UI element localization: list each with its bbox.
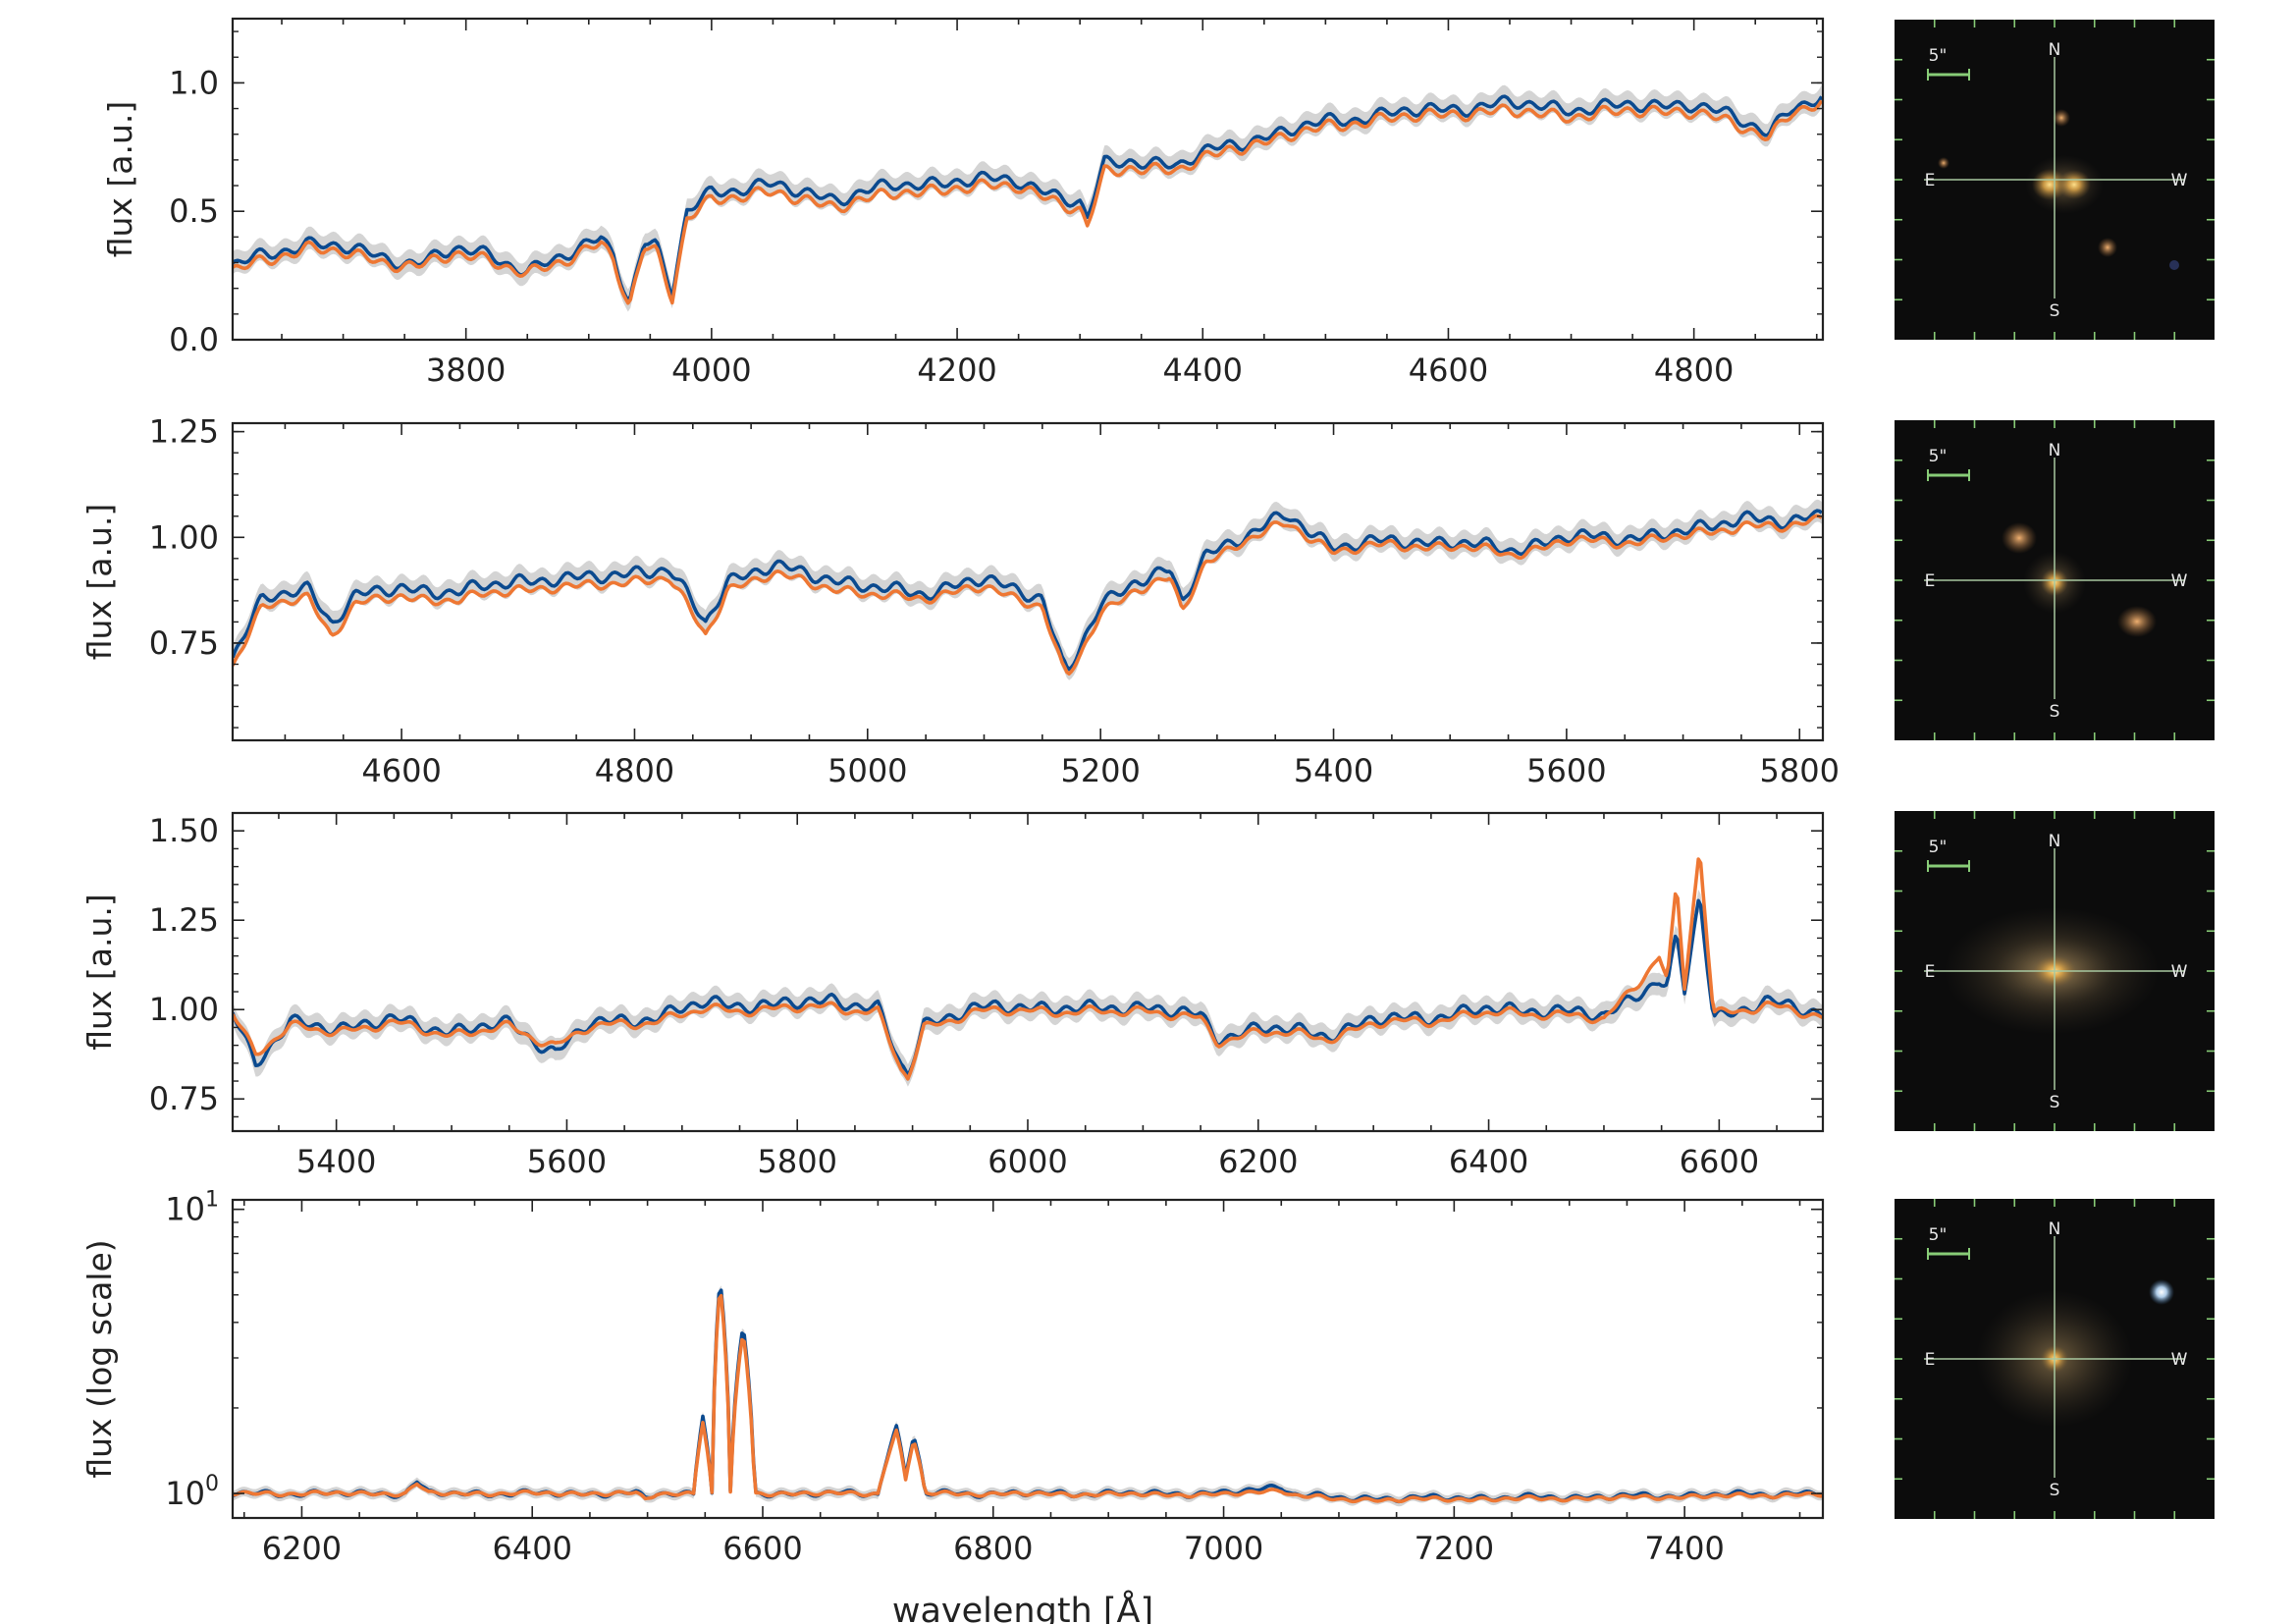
compass-west-label: W bbox=[2171, 962, 2188, 982]
y-tick-exponent: 1 bbox=[205, 1188, 219, 1213]
x-tick-label: 4400 bbox=[1163, 352, 1243, 389]
model-spectrum-line bbox=[233, 1293, 1823, 1504]
plot-area bbox=[233, 84, 1823, 312]
x-tick-label: 7000 bbox=[1184, 1530, 1263, 1567]
model-spectrum-line bbox=[233, 514, 1823, 676]
compass-east-label: E bbox=[1925, 1350, 1936, 1370]
galaxy-thumbnail: 5" N S E W bbox=[1895, 811, 2215, 1131]
y-axis-label: flux [a.u.] bbox=[80, 504, 119, 661]
observed-spectrum-line bbox=[233, 509, 1823, 672]
y-tick-label: 1.00 bbox=[149, 991, 219, 1028]
x-tick-label: 5000 bbox=[828, 752, 907, 789]
scale-bar-label: 5" bbox=[1929, 1225, 1948, 1245]
compass-north-label: N bbox=[2049, 40, 2061, 60]
x-tick-label: 5800 bbox=[1760, 752, 1840, 789]
x-tick-label: 6600 bbox=[722, 1530, 802, 1567]
compass-south-label: S bbox=[2050, 1093, 2060, 1112]
y-tick-label: 101 bbox=[165, 1188, 219, 1228]
axes-frame bbox=[231, 421, 1825, 742]
x-tick-label: 3800 bbox=[426, 352, 506, 389]
observed-spectrum-line bbox=[233, 1288, 1823, 1504]
x-tick-label: 6600 bbox=[1680, 1143, 1759, 1180]
x-tick-label: 5400 bbox=[296, 1143, 376, 1180]
uncertainty-band bbox=[233, 84, 1822, 312]
y-tick-label: 0.0 bbox=[169, 321, 219, 358]
y-tick-label: 0.5 bbox=[169, 192, 219, 230]
axes-frame bbox=[231, 1198, 1825, 1520]
x-tick-label: 4600 bbox=[1409, 352, 1488, 389]
compass-south-label: S bbox=[2050, 702, 2060, 722]
y-tick-label: 1.25 bbox=[149, 901, 219, 939]
x-tick-label: 4600 bbox=[361, 752, 441, 789]
x-tick-label: 6800 bbox=[953, 1530, 1033, 1567]
y-tick-label: 1.0 bbox=[169, 64, 219, 101]
plot-area bbox=[233, 857, 1823, 1087]
plot-area bbox=[233, 1285, 1823, 1507]
plot-area bbox=[233, 499, 1823, 680]
x-tick-label: 4000 bbox=[671, 352, 751, 389]
y-tick-label: 0.75 bbox=[149, 624, 219, 662]
x-tick-label: 5600 bbox=[527, 1143, 607, 1180]
compass-west-label: W bbox=[2171, 1350, 2188, 1370]
compass-south-label: S bbox=[2050, 1481, 2060, 1500]
x-tick-label: 6200 bbox=[1218, 1143, 1298, 1180]
compass-south-label: S bbox=[2050, 301, 2060, 321]
spectrum-panel-4: 6200 6400 6600 6800 7000 7200 7400 100 101 flux (… bbox=[80, 1188, 1825, 1567]
x-tick-label: 5400 bbox=[1294, 752, 1373, 789]
compass-east-label: E bbox=[1925, 962, 1936, 982]
y-axis-label: flux [a.u.] bbox=[80, 893, 119, 1051]
x-tick-label: 5800 bbox=[757, 1143, 836, 1180]
observed-spectrum-line bbox=[233, 898, 1823, 1078]
compass-east-label: E bbox=[1925, 171, 1936, 190]
compass-east-label: E bbox=[1925, 571, 1936, 591]
x-tick-label: 5200 bbox=[1060, 752, 1140, 789]
scale-bar-label: 5" bbox=[1929, 447, 1948, 466]
spectrum-panel-2: 4600 4800 5000 5200 5400 5600 5800 0.75 1.00 1.25… bbox=[80, 413, 1840, 789]
x-tick-label: 4800 bbox=[1654, 352, 1734, 389]
x-tick-label: 5600 bbox=[1526, 752, 1606, 789]
galaxy-thumbnail: 5" N S E W bbox=[1895, 1199, 2215, 1519]
y-tick-label: 100 bbox=[165, 1472, 219, 1512]
compass-north-label: N bbox=[2049, 441, 2061, 460]
axes-frame bbox=[231, 17, 1825, 342]
y-tick-label: 1.00 bbox=[149, 518, 219, 556]
galaxy-thumbnail: 5" N S E W bbox=[1895, 420, 2215, 740]
observed-spectrum-line bbox=[233, 94, 1823, 302]
uncertainty-band bbox=[233, 1285, 1823, 1507]
spectrum-panels: 3800 4000 4200 4400 4600 4800 0.0 0.5 1.0 flux [a… bbox=[80, 17, 1840, 1567]
model-spectrum-line bbox=[233, 99, 1823, 305]
x-tick-label: 6200 bbox=[262, 1530, 342, 1567]
y-tick-label: 0.75 bbox=[149, 1080, 219, 1117]
compass-west-label: W bbox=[2171, 171, 2188, 190]
x-tick-label: 6000 bbox=[988, 1143, 1067, 1180]
y-axis-label: flux [a.u.] bbox=[101, 101, 139, 258]
galaxy-thumbnail: 5" N S E W bbox=[1895, 20, 2215, 340]
y-axis-label: flux (log scale) bbox=[80, 1239, 119, 1478]
x-tick-label: 4200 bbox=[917, 352, 996, 389]
scale-bar-label: 5" bbox=[1929, 838, 1948, 857]
model-spectrum-line bbox=[233, 857, 1823, 1081]
y-tick-label: 1.50 bbox=[149, 812, 219, 849]
compass-north-label: N bbox=[2049, 832, 2061, 851]
x-tick-label: 6400 bbox=[492, 1530, 571, 1567]
scale-bar-label: 5" bbox=[1929, 46, 1948, 66]
spectrum-panel-1: 3800 4000 4200 4400 4600 4800 0.0 0.5 1.0 flux [a… bbox=[101, 17, 1825, 389]
y-tick-label: 1.25 bbox=[149, 413, 219, 451]
x-tick-label: 7400 bbox=[1644, 1530, 1724, 1567]
compass-north-label: N bbox=[2049, 1219, 2061, 1239]
y-tick-exponent: 0 bbox=[205, 1472, 219, 1496]
axes-frame bbox=[231, 811, 1825, 1133]
uncertainty-band bbox=[233, 890, 1823, 1087]
x-tick-label: 6400 bbox=[1449, 1143, 1528, 1180]
x-tick-label: 7200 bbox=[1415, 1530, 1494, 1567]
compass-west-label: W bbox=[2171, 571, 2188, 591]
x-axis-label: wavelength [Å] bbox=[892, 1589, 1153, 1624]
x-tick-label: 4800 bbox=[595, 752, 674, 789]
spectrum-panel-3: 5400 5600 5800 6000 6200 6400 6600 0.75 1.00 1.25… bbox=[80, 811, 1825, 1180]
